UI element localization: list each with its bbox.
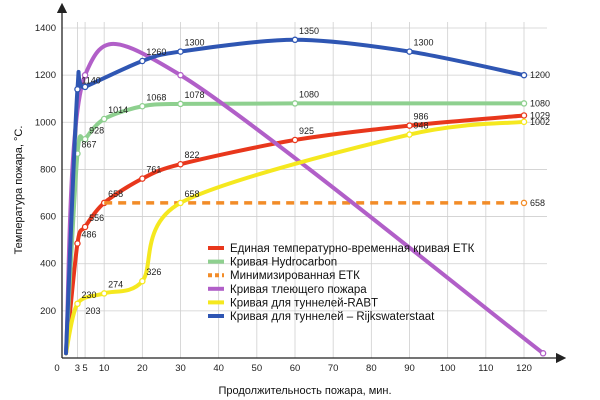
- x-tick-label: 30: [175, 363, 186, 374]
- data-label: 556: [89, 213, 104, 223]
- data-point: [291, 136, 299, 144]
- x-tick-label: 60: [290, 363, 301, 374]
- data-point: [520, 199, 528, 207]
- x-tick-label: 90: [404, 363, 415, 374]
- data-point: [100, 290, 108, 297]
- x-tick-label: 50: [252, 363, 263, 374]
- axes: 0 3 5 10 20 30 40 50 60 70 80 90 100 110 120 200 400 600 8…: [35, 2, 567, 374]
- x-tick-label: 20: [137, 363, 148, 374]
- data-point: [74, 86, 81, 93]
- data-label: 867: [81, 140, 96, 150]
- x-tick-label: 110: [478, 363, 493, 374]
- data-label: 1002: [530, 117, 550, 127]
- data-point: [81, 71, 89, 79]
- data-point: [81, 223, 89, 231]
- legend-label: Единая температурно-временная кривая ЕТК: [230, 243, 475, 255]
- y-tick-label: 600: [40, 212, 56, 223]
- x-tick-label: 40: [213, 363, 224, 374]
- data-label: 274: [108, 279, 123, 289]
- y-tick-label: 1000: [35, 117, 56, 128]
- series-line: [64, 101, 526, 356]
- legend: Единая температурно-временная кривая ЕТК…: [208, 243, 475, 323]
- x-tick-label: 0: [54, 363, 59, 374]
- data-point: [139, 175, 146, 182]
- y-tick-label: 200: [40, 306, 56, 317]
- y-tick-label: 1200: [35, 70, 56, 81]
- data-point: [139, 277, 146, 285]
- data-label: 1080: [299, 89, 319, 99]
- data-point: [520, 71, 528, 79]
- data-point: [139, 103, 146, 110]
- data-point: [177, 48, 184, 55]
- data-point: [177, 160, 184, 168]
- data-label: 1300: [414, 38, 434, 48]
- x-tick-label: 80: [366, 363, 377, 374]
- legend-label: Минимизированная ЕТК: [230, 270, 360, 282]
- data-point: [539, 350, 547, 357]
- data-label: 925: [299, 126, 314, 136]
- data-label: 1260: [146, 47, 166, 57]
- data-point: [177, 100, 184, 108]
- data-point: [139, 57, 146, 65]
- data-point: [74, 240, 81, 247]
- data-label: 1140: [81, 75, 100, 85]
- x-tick-label: 3: [75, 363, 80, 374]
- y-tick-label: 400: [40, 259, 56, 270]
- data-point: [291, 36, 299, 44]
- data-label: 948: [414, 121, 429, 131]
- legend-label: Кривая для туннелей-RABT: [230, 297, 378, 309]
- data-label: 761: [146, 165, 161, 175]
- data-label: 658: [530, 198, 545, 208]
- data-label: 230: [81, 290, 96, 300]
- legend-label: Кривая Hydrocarbon: [230, 257, 337, 269]
- data-point: [406, 48, 413, 55]
- data-point: [81, 83, 89, 91]
- data-point: [291, 100, 299, 107]
- x-tick-label: 120: [516, 363, 532, 374]
- legend-label: Кривая для туннелей – Rijkswaterstaat: [230, 311, 435, 323]
- data-label: 822: [185, 150, 200, 160]
- y-tick-label: 1400: [35, 23, 56, 34]
- data-label: 1300: [185, 38, 205, 48]
- data-label: 1078: [185, 90, 205, 100]
- data-point: [100, 115, 108, 123]
- data-point: [406, 131, 413, 138]
- data-label: 658: [108, 189, 123, 199]
- data-label: 486: [81, 229, 96, 239]
- data-point: [74, 300, 81, 308]
- series-layer: [64, 36, 547, 357]
- data-point: [177, 199, 184, 207]
- data-label: 658: [185, 189, 200, 199]
- data-label: 928: [89, 125, 104, 135]
- data-point: [520, 118, 528, 126]
- data-label: 1080: [530, 98, 550, 108]
- data-label: 1350: [299, 26, 319, 36]
- data-label: 1029: [530, 110, 550, 120]
- data-label: 986: [414, 112, 429, 122]
- x-tick-label: 100: [440, 363, 456, 374]
- data-label: 326: [146, 267, 161, 277]
- data-label: 1068: [146, 92, 166, 102]
- data-point: [177, 71, 184, 79]
- data-label: 1200: [530, 70, 550, 80]
- data-point: [406, 122, 413, 129]
- grid: [62, 22, 547, 358]
- x-axis-label: Продолжительность пожара, мин.: [218, 385, 391, 397]
- legend-label: Кривая тлеющего пожара: [230, 284, 367, 296]
- data-point: [81, 136, 89, 143]
- data-label: 203: [85, 306, 100, 316]
- x-tick-label: 70: [328, 363, 339, 374]
- data-labels: 486 556 658 761 822 925 986 1029 867 928 1014 1068 1…: [81, 26, 550, 316]
- y-axis-label: Температура пожара, °С.: [13, 126, 25, 255]
- x-tick-label: 10: [99, 363, 110, 374]
- data-point: [520, 100, 528, 107]
- data-label: 1014: [108, 105, 128, 115]
- series-line: [64, 113, 526, 356]
- data-point: [520, 112, 528, 119]
- y-tick-label: 800: [40, 164, 56, 175]
- x-tick-label: 5: [82, 363, 87, 374]
- series-line: [64, 37, 526, 356]
